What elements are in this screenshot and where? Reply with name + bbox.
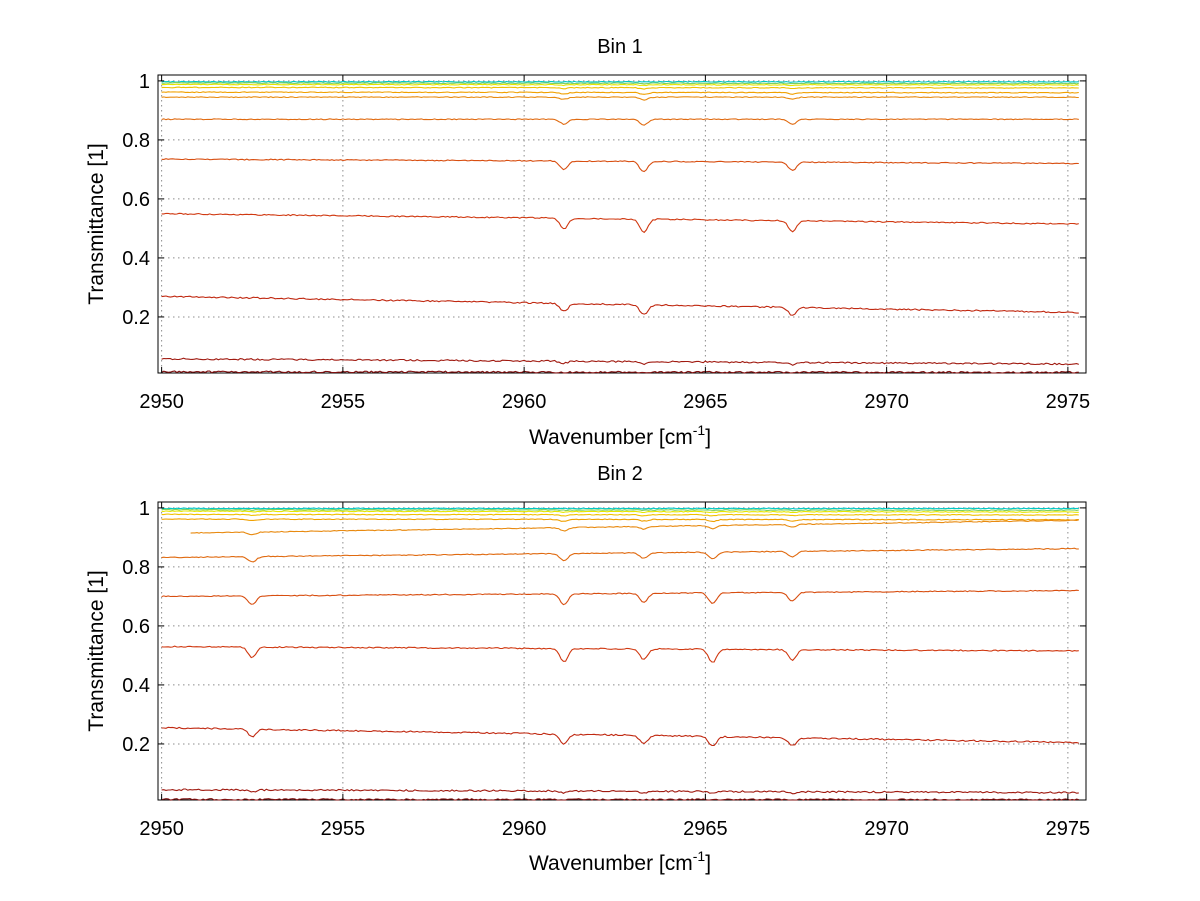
series-line	[161, 513, 1079, 517]
x-tick-label: 2975	[1046, 391, 1091, 413]
series-line	[161, 357, 1079, 366]
panel-title: Bin 1	[597, 36, 643, 58]
x-tick-label: 2960	[502, 391, 547, 413]
series-line	[161, 645, 1079, 663]
series-line	[161, 96, 1079, 101]
x-tick-label: 2965	[683, 818, 728, 840]
series-line	[161, 788, 1079, 795]
panel-bin-1: Bin 1 2950 2955 2960 2965 2970 2975 0.2 0.4 0.6 0…	[85, 36, 1090, 449]
series-line	[161, 507, 1079, 510]
series-line	[190, 519, 1079, 536]
x-tick-label: 2975	[1046, 818, 1091, 840]
series-line	[161, 518, 1079, 523]
y-tick-label: 0.4	[122, 248, 150, 270]
series-line	[161, 295, 1079, 316]
y-tick-label: 0.8	[122, 557, 150, 579]
y-tick-label: 0.6	[122, 189, 150, 211]
x-tick-label: 2955	[321, 818, 366, 840]
y-tick-label: 0.6	[122, 616, 150, 638]
y-tick-label: 0.4	[122, 675, 150, 697]
y-axis-label: Transmittance [1]	[85, 143, 108, 304]
x-axis-label: Wavenumber [cm-1]	[529, 422, 711, 449]
plot-area: 2950 2955 2960 2965 2970 2975 0.2 0.4 0.6 0.8 1	[122, 498, 1090, 840]
series-line	[161, 212, 1079, 234]
ticks: 2950 2955 2960 2965 2970 2975 0.2 0.4 0.6 0.8 1	[122, 71, 1090, 413]
series-line	[161, 80, 1079, 83]
y-tick-label: 0.2	[122, 734, 150, 756]
axes-box	[157, 501, 1087, 801]
series-line	[161, 118, 1079, 126]
series-line	[161, 798, 1079, 801]
y-tick-label: 1	[139, 71, 150, 93]
plot-area: 2950 2955 2960 2965 2970 2975 0.2 0.4 0.6 0.8 1	[122, 71, 1090, 413]
series-line	[161, 91, 1079, 95]
y-tick-label: 0.2	[122, 307, 150, 329]
series-line	[161, 726, 1079, 747]
x-tick-label: 2950	[139, 391, 184, 413]
x-tick-label: 2970	[864, 818, 909, 840]
series-line	[161, 589, 1079, 606]
series-line	[161, 86, 1079, 90]
series-line	[161, 508, 1079, 512]
series-line	[161, 83, 1079, 87]
x-tick-label: 2950	[139, 818, 184, 840]
ticks: 2950 2955 2960 2965 2970 2975 0.2 0.4 0.6 0.8 1	[122, 498, 1090, 840]
series-line	[161, 510, 1079, 514]
series-line	[161, 547, 1079, 563]
series-group	[161, 80, 1079, 374]
series-group	[161, 507, 1079, 801]
y-axis-label: Transmittance [1]	[85, 570, 108, 731]
x-tick-label: 2960	[502, 818, 547, 840]
panel-title: Bin 2	[597, 463, 643, 485]
x-tick-label: 2965	[683, 391, 728, 413]
panel-bin-2: Bin 2 2950 2955 2960 2965 2970 2975 0.2 0.4 0.6 0…	[85, 463, 1090, 875]
y-tick-label: 0.8	[122, 130, 150, 152]
series-line	[161, 158, 1079, 173]
x-tick-label: 2970	[864, 391, 909, 413]
series-line	[161, 370, 1079, 374]
series-line	[161, 82, 1079, 85]
y-tick-label: 1	[139, 498, 150, 520]
x-axis-label: Wavenumber [cm-1]	[529, 848, 711, 875]
x-tick-label: 2955	[321, 391, 366, 413]
